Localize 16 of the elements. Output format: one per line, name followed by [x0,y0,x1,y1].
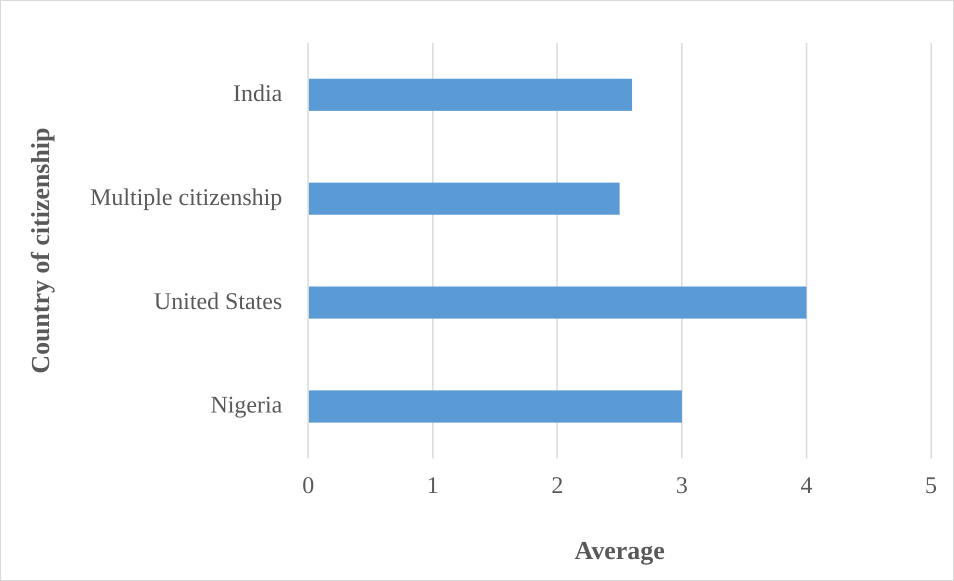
x-axis-title: Average [574,536,665,566]
bar [308,286,806,319]
bar [308,78,632,111]
x-tick-label: 3 [676,473,688,499]
x-tick-label: 1 [426,473,439,499]
x-tick-label: 2 [551,473,564,499]
x-tick-label: 0 [302,473,314,499]
y-tick-label: Nigeria [210,392,283,419]
y-axis-title: Country of citizenship [26,128,56,374]
y-tick-label: India [233,81,283,108]
x-tick-label: 5 [925,473,938,499]
y-tick-label: Multiple citizenship [90,184,282,211]
bar [308,390,682,423]
x-tick-label: 4 [800,473,812,499]
bar [308,182,620,215]
y-tick-label: United States [154,288,282,315]
